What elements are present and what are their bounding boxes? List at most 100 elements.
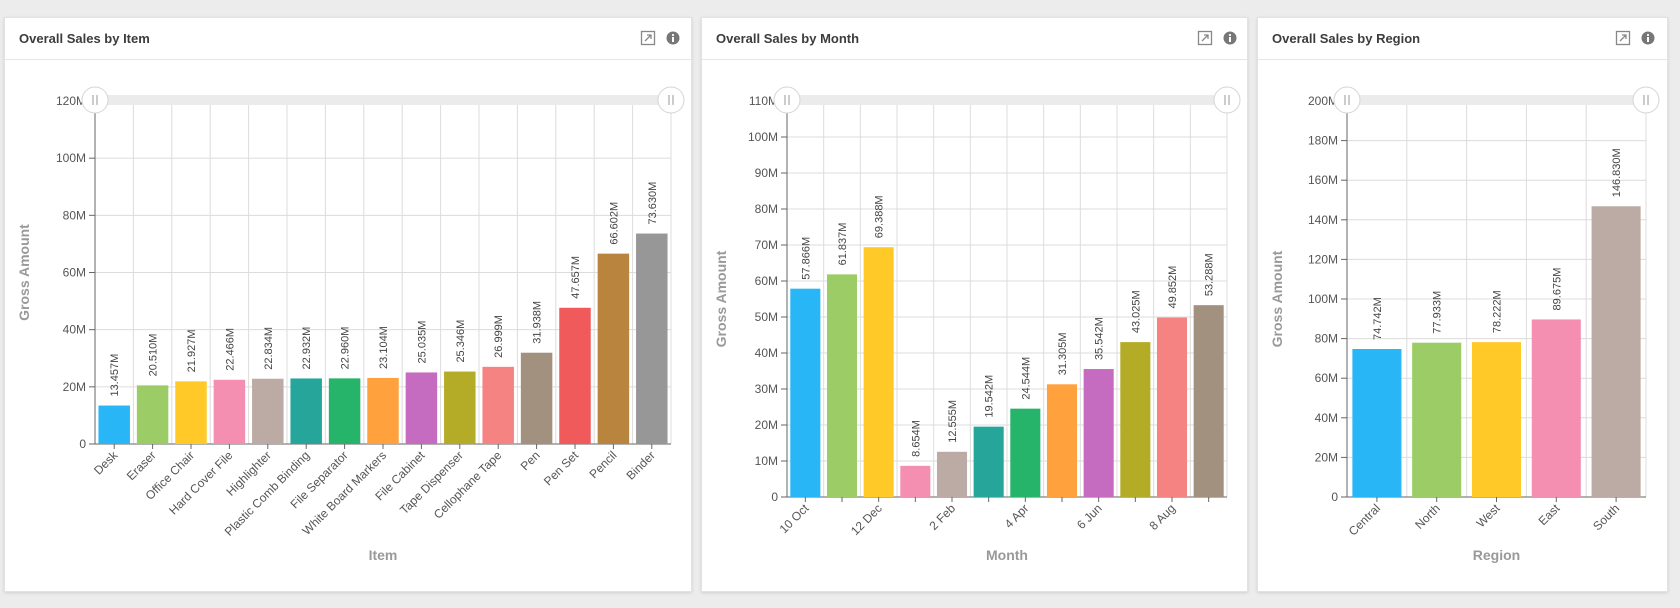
bar-8-aug [1156, 317, 1188, 497]
data-label: 66.602M [608, 202, 620, 245]
y-tick-label: 10M [755, 454, 778, 468]
expand-icon[interactable] [1196, 29, 1214, 47]
bar-5 [1046, 384, 1078, 497]
info-icon[interactable] [1639, 29, 1657, 47]
panel-title: Overall Sales by Region [1272, 31, 1421, 46]
bar-chart-sales-by-region: 0 20M 40M 60M 80M 100M 120M 140M 160M 180M 200M 74.… [1269, 86, 1660, 563]
y-tick-label: 180M [1308, 134, 1338, 148]
bar-plastic-comb-binding [290, 378, 322, 444]
data-label: 35.542M [1094, 317, 1106, 360]
data-label: 25.035M [416, 321, 428, 364]
y-axis-title: Gross Amount [16, 224, 32, 321]
bar-pen [520, 352, 553, 444]
range-slider-track [95, 95, 671, 105]
info-icon[interactable] [664, 29, 682, 47]
x-tick-label: Desk [91, 448, 121, 478]
panel-header: Overall Sales by Region [1258, 18, 1667, 60]
bar-chart-sales-by-month: 0 10M 20M 30M 40M 50M 60M 70M 80M 90M 100M 110M 57.8… [713, 86, 1241, 563]
data-label: 43.025M [1130, 290, 1142, 333]
panel-title: Overall Sales by Month [716, 31, 860, 46]
x-tick-label: 12 Dec [848, 501, 885, 538]
y-axis-title: Gross Amount [713, 250, 729, 347]
bar-west [1471, 342, 1522, 497]
data-label: 13.457M [109, 354, 121, 397]
bar-central [1352, 349, 1402, 497]
data-label: 22.960M [340, 327, 352, 370]
info-icon[interactable] [1221, 29, 1239, 47]
data-label: 49.852M [1167, 266, 1179, 309]
data-label: 22.932M [301, 327, 313, 370]
bar-office-chair [175, 381, 207, 444]
y-tick-label: 20M [1315, 450, 1338, 464]
y-tick-label: 70M [755, 238, 778, 252]
data-label: 57.866M [800, 237, 812, 280]
y-tick-label: 40M [755, 346, 778, 360]
range-slider-left-handle[interactable] [81, 86, 109, 114]
x-tick-label: 8 Aug [1147, 501, 1179, 533]
x-tick-label: Pencil [587, 448, 620, 481]
data-label: 23.104M [378, 326, 390, 369]
data-label: 74.742M [1372, 297, 1384, 340]
y-tick-label: 80M [1315, 332, 1338, 346]
y-tick-label: 40M [1315, 411, 1338, 425]
data-label: 25.346M [455, 320, 467, 363]
data-label: 24.544M [1020, 357, 1032, 400]
range-slider-left-handle[interactable] [773, 86, 801, 114]
bar-binder [636, 233, 668, 444]
y-tick-label: 100M [748, 130, 778, 144]
y-tick-label: 40M [63, 323, 86, 337]
data-label: 21.927M [186, 330, 198, 373]
bar-1 [900, 465, 931, 497]
data-label: 19.542M [984, 375, 996, 418]
y-tick-label: 120M [1308, 252, 1338, 266]
data-label: 146.830M [1611, 148, 1623, 197]
x-tick-label: Eraser [124, 448, 159, 483]
range-slider-right-handle[interactable] [1213, 86, 1241, 114]
y-axis-title: Gross Amount [1269, 250, 1285, 347]
data-label: 8.654M [910, 420, 922, 457]
panel-header: Overall Sales by Month [702, 18, 1247, 60]
data-label: 53.288M [1204, 253, 1216, 296]
chart-panel-sales-by-region: Overall Sales by Region 0 20M 40M 60M 80M 100… [1257, 17, 1668, 592]
expand-icon[interactable] [1614, 29, 1632, 47]
bar-cellophane-tape [482, 366, 514, 444]
range-slider-left-handle[interactable] [1333, 86, 1361, 114]
y-tick-label: 30M [755, 382, 778, 396]
range-slider-right-handle[interactable] [657, 86, 685, 114]
x-tick-label: Pen [518, 448, 543, 473]
bar-desk [98, 405, 130, 444]
data-label: 69.388M [874, 195, 886, 238]
y-tick-label: 60M [63, 266, 86, 280]
range-slider-right-handle[interactable] [1632, 86, 1660, 114]
x-tick-label: 4 Apr [1002, 501, 1032, 531]
data-label: 22.834M [263, 327, 275, 370]
y-tick-label: 0 [771, 490, 778, 504]
y-tick-label: 20M [755, 418, 778, 432]
y-tick-label: 120M [56, 94, 86, 108]
bar-south [1591, 206, 1641, 497]
data-label: 31.938M [532, 301, 544, 344]
x-tick-label: Binder [623, 448, 657, 482]
y-tick-label: 110M [749, 94, 778, 108]
x-tick-label: 6 Jun [1074, 501, 1105, 532]
bar-tape-dispenser [444, 371, 476, 444]
y-tick-label: 200M [1308, 94, 1338, 108]
expand-icon[interactable] [639, 29, 657, 47]
x-tick-label: North [1412, 501, 1443, 532]
range-slider-track [1347, 95, 1646, 105]
x-tick-label: South [1590, 501, 1622, 533]
panel-title: Overall Sales by Item [19, 31, 150, 46]
data-label: 31.305M [1057, 332, 1069, 375]
y-tick-label: 60M [755, 274, 778, 288]
y-tick-label: 140M [1308, 213, 1338, 227]
y-tick-label: 60M [1315, 371, 1338, 385]
bar-4-apr [1010, 408, 1041, 497]
y-tick-label: 80M [63, 208, 86, 222]
bar-pencil [597, 253, 630, 444]
x-axis-title: Item [369, 547, 398, 563]
x-tick-label: East [1536, 501, 1563, 528]
data-label: 77.933M [1432, 291, 1444, 334]
bar-eraser [136, 385, 169, 444]
chart-panel-sales-by-month: Overall Sales by Month 0 10M 20M 30M 40M 50M 6… [701, 17, 1248, 592]
y-tick-label: 160M [1308, 173, 1338, 187]
